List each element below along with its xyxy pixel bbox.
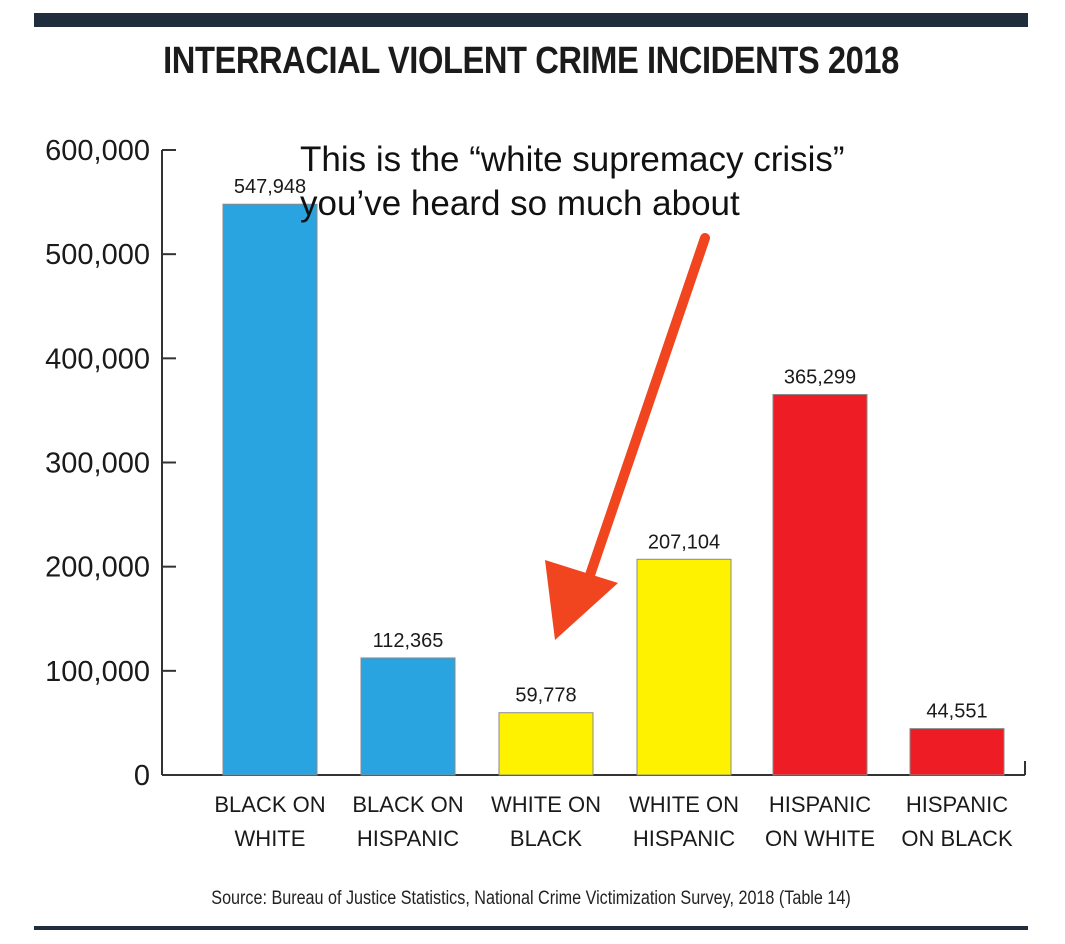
bar-value-label: 112,365	[373, 630, 444, 652]
y-tick-label: 100,000	[45, 656, 150, 688]
y-tick-label: 600,000	[45, 135, 150, 167]
category-label-line-1: BLACK ON	[352, 792, 463, 817]
category-label-line-2: BLACK	[510, 826, 582, 851]
category-label-line-1: HISPANIC	[769, 792, 871, 817]
bottom-rule	[34, 926, 1028, 930]
bar	[360, 657, 456, 776]
bar	[909, 728, 1005, 776]
y-tick-label: 300,000	[45, 448, 150, 480]
category-label-line-2: HISPANIC	[633, 826, 735, 851]
bar	[222, 203, 318, 776]
chart-title: INTERRACIAL VIOLENT CRIME INCIDENTS 2018	[163, 40, 899, 82]
bar-value-label: 547,948	[234, 176, 306, 198]
annotation-arrow-head	[545, 560, 618, 640]
category-label-line-1: HISPANIC	[906, 792, 1008, 817]
bar-value-label: 207,104	[648, 531, 720, 553]
y-tick-label: 400,000	[45, 343, 150, 375]
category-label-line-2: ON BLACK	[901, 826, 1013, 851]
y-tick-label: 0	[134, 760, 150, 792]
bar	[636, 558, 732, 776]
category-label-line-1: WHITE ON	[629, 792, 739, 817]
annotation-line-2: you’ve heard so much about	[300, 184, 740, 223]
bar-value-label: 44,551	[926, 701, 987, 723]
annotation-line-1: This is the “white supremacy crisis”	[300, 140, 845, 179]
annotation-arrow-shaft	[585, 233, 710, 580]
category-label-line-1: WHITE ON	[491, 792, 601, 817]
bar	[772, 393, 868, 776]
bar	[498, 712, 594, 776]
annotation-text: This is the “white supremacy crisis” you…	[300, 138, 845, 226]
y-tick-label: 200,000	[45, 552, 150, 584]
category-label-line-2: ON WHITE	[765, 826, 875, 851]
source-note: Source: Bureau of Justice Statistics, Na…	[211, 888, 851, 909]
category-label-line-2: HISPANIC	[357, 826, 459, 851]
y-tick-label: 500,000	[45, 239, 150, 271]
category-label-line-1: BLACK ON	[214, 792, 325, 817]
top-rule	[34, 13, 1028, 27]
bar-value-label: 59,778	[515, 685, 576, 707]
category-label-line-2: WHITE	[235, 826, 306, 851]
bar-value-label: 365,299	[784, 366, 856, 388]
